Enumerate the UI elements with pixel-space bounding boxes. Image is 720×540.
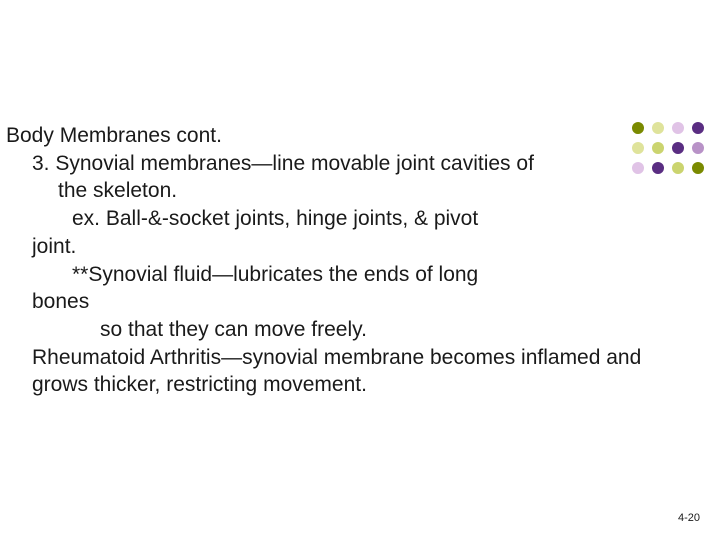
text-line: **Synovial fluid—lubricates the ends of … [6, 261, 690, 289]
text-line: 3. Synovial membranes—line movable joint… [6, 150, 690, 178]
text-line: Rheumatoid Arthritis—synovial membrane b… [6, 344, 690, 399]
text-line: bones [6, 288, 690, 316]
text-line: so that they can move freely. [6, 316, 690, 344]
dot-icon [692, 122, 704, 134]
text-line: joint. [6, 233, 690, 261]
dot-icon [692, 162, 704, 174]
text-line: the skeleton. [6, 177, 690, 205]
dot-icon [692, 142, 704, 154]
text-line: Body Membranes cont. [6, 122, 690, 150]
slide-body: Body Membranes cont.3. Synovial membrane… [6, 122, 690, 399]
text-line: ex. Ball-&-socket joints, hinge joints, … [6, 205, 690, 233]
slide-number: 4-20 [678, 512, 700, 524]
